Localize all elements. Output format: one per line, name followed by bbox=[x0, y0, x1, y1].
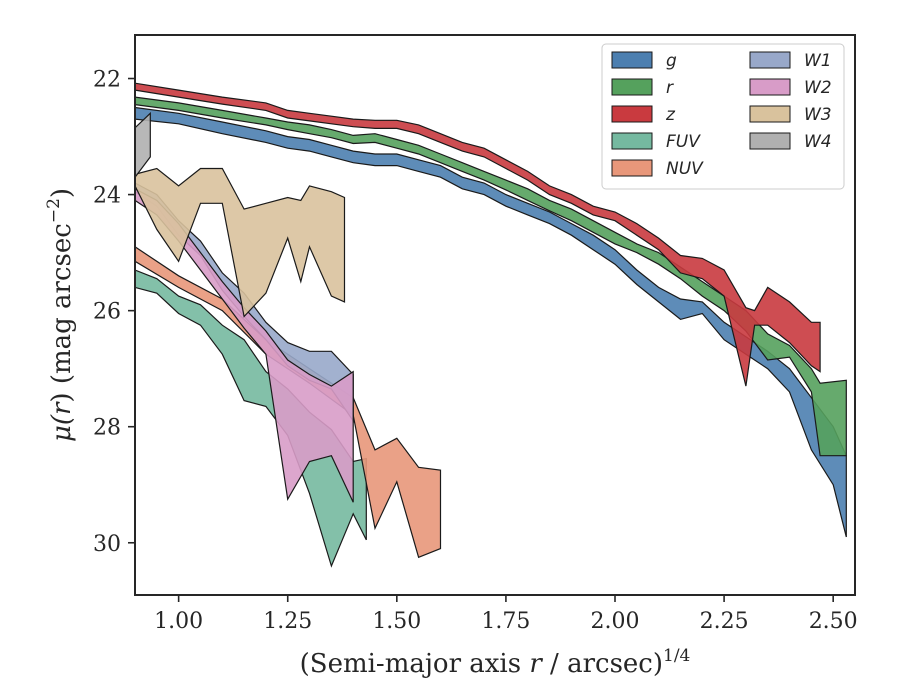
band-w3 bbox=[135, 167, 346, 318]
legend-item-fuv: FUV bbox=[611, 132, 701, 152]
legend-item-w4: W4 bbox=[749, 132, 832, 152]
legend-label: W3 bbox=[804, 105, 832, 125]
x-tick-label: 1.25 bbox=[263, 609, 312, 634]
legend-label: r bbox=[666, 78, 674, 98]
band-fuv bbox=[135, 269, 367, 568]
legend-label: W2 bbox=[804, 78, 832, 98]
x-tick-label: 1.00 bbox=[154, 609, 203, 634]
x-tick-label: 1.50 bbox=[372, 609, 421, 634]
legend-label: NUV bbox=[666, 159, 704, 179]
legend-swatch bbox=[611, 51, 653, 69]
legend-swatch bbox=[749, 51, 791, 69]
y-tick-label: 26 bbox=[93, 300, 121, 325]
legend-label: FUV bbox=[666, 132, 701, 152]
legend-item-w1: W1 bbox=[749, 51, 832, 71]
legend-swatch bbox=[611, 159, 653, 177]
legend-item-nuv: NUV bbox=[611, 159, 704, 179]
legend-swatch bbox=[611, 78, 653, 96]
y-axis-label: μ(r) (mag arcsec−2) bbox=[44, 188, 77, 442]
y-tick-label: 24 bbox=[93, 184, 121, 209]
x-axis-ticks: 1.00 1.25 1.50 1.75 2.00 2.25 2.50 bbox=[154, 595, 858, 634]
x-tick-label: 2.00 bbox=[591, 609, 640, 634]
profile-bands bbox=[135, 82, 847, 568]
legend-swatch bbox=[749, 105, 791, 123]
legend-label: g bbox=[666, 51, 677, 71]
legend-label: W1 bbox=[804, 51, 832, 71]
legend-item-w3: W3 bbox=[749, 105, 832, 125]
legend: grz FUV NUV W1 W2 W3 W4 bbox=[601, 43, 845, 190]
x-axis-label: (Semi-major axis r / arcsec)1/4 bbox=[300, 646, 691, 679]
y-tick-label: 28 bbox=[93, 416, 121, 441]
legend-swatch bbox=[611, 132, 653, 150]
y-tick-label: 22 bbox=[93, 68, 121, 93]
legend-swatch bbox=[611, 105, 653, 123]
legend-swatch bbox=[749, 78, 791, 96]
legend-swatch bbox=[749, 132, 791, 150]
legend-item-w2: W2 bbox=[749, 78, 832, 98]
y-tick-label: 30 bbox=[93, 532, 121, 557]
legend-label: W4 bbox=[804, 132, 832, 152]
x-tick-label: 1.75 bbox=[481, 609, 530, 634]
legend-item-r: r bbox=[611, 78, 674, 98]
legend-label: z bbox=[665, 105, 676, 125]
plot-frame bbox=[134, 34, 856, 596]
y-axis-ticks: 22 24 26 28 30 bbox=[93, 68, 135, 557]
band-w2 bbox=[135, 188, 354, 503]
band-z bbox=[135, 82, 821, 387]
x-tick-label: 2.50 bbox=[809, 609, 858, 634]
band-r bbox=[135, 96, 847, 457]
band-g bbox=[135, 106, 847, 538]
band-w4 bbox=[135, 111, 151, 179]
x-tick-label: 2.25 bbox=[700, 609, 749, 634]
legend-item-z: z bbox=[611, 105, 676, 125]
legend-item-g: g bbox=[611, 51, 677, 71]
